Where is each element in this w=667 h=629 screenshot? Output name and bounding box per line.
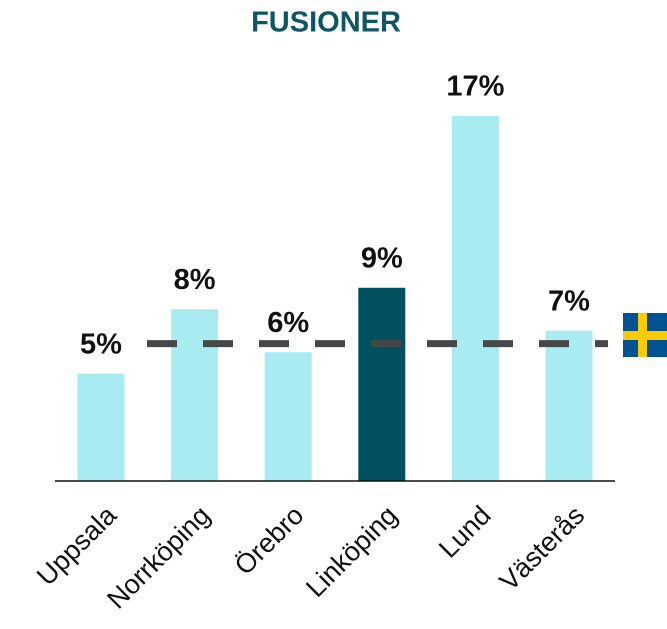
chart-title: FUSIONER (251, 7, 401, 39)
bar (264, 352, 312, 481)
sweden-flag (623, 313, 667, 357)
bar (171, 309, 219, 481)
value-label: 6% (267, 307, 309, 339)
value-label: 8% (174, 264, 216, 296)
x-tick-label: Uppsala (31, 499, 123, 591)
bar (358, 287, 406, 481)
x-tick-label: Västerås (494, 500, 591, 597)
value-label: 5% (80, 328, 122, 360)
value-label: 7% (548, 285, 590, 317)
bar (545, 330, 593, 481)
bar (451, 116, 499, 481)
value-label: 9% (361, 242, 403, 274)
x-tick-label: Örebro (229, 500, 310, 581)
x-tick-label: Norrköping (101, 500, 216, 615)
x-tick-label: Linköping (300, 500, 403, 603)
bar (77, 373, 125, 481)
x-tick-label: Lund (433, 500, 497, 564)
value-label: 17% (446, 71, 504, 103)
